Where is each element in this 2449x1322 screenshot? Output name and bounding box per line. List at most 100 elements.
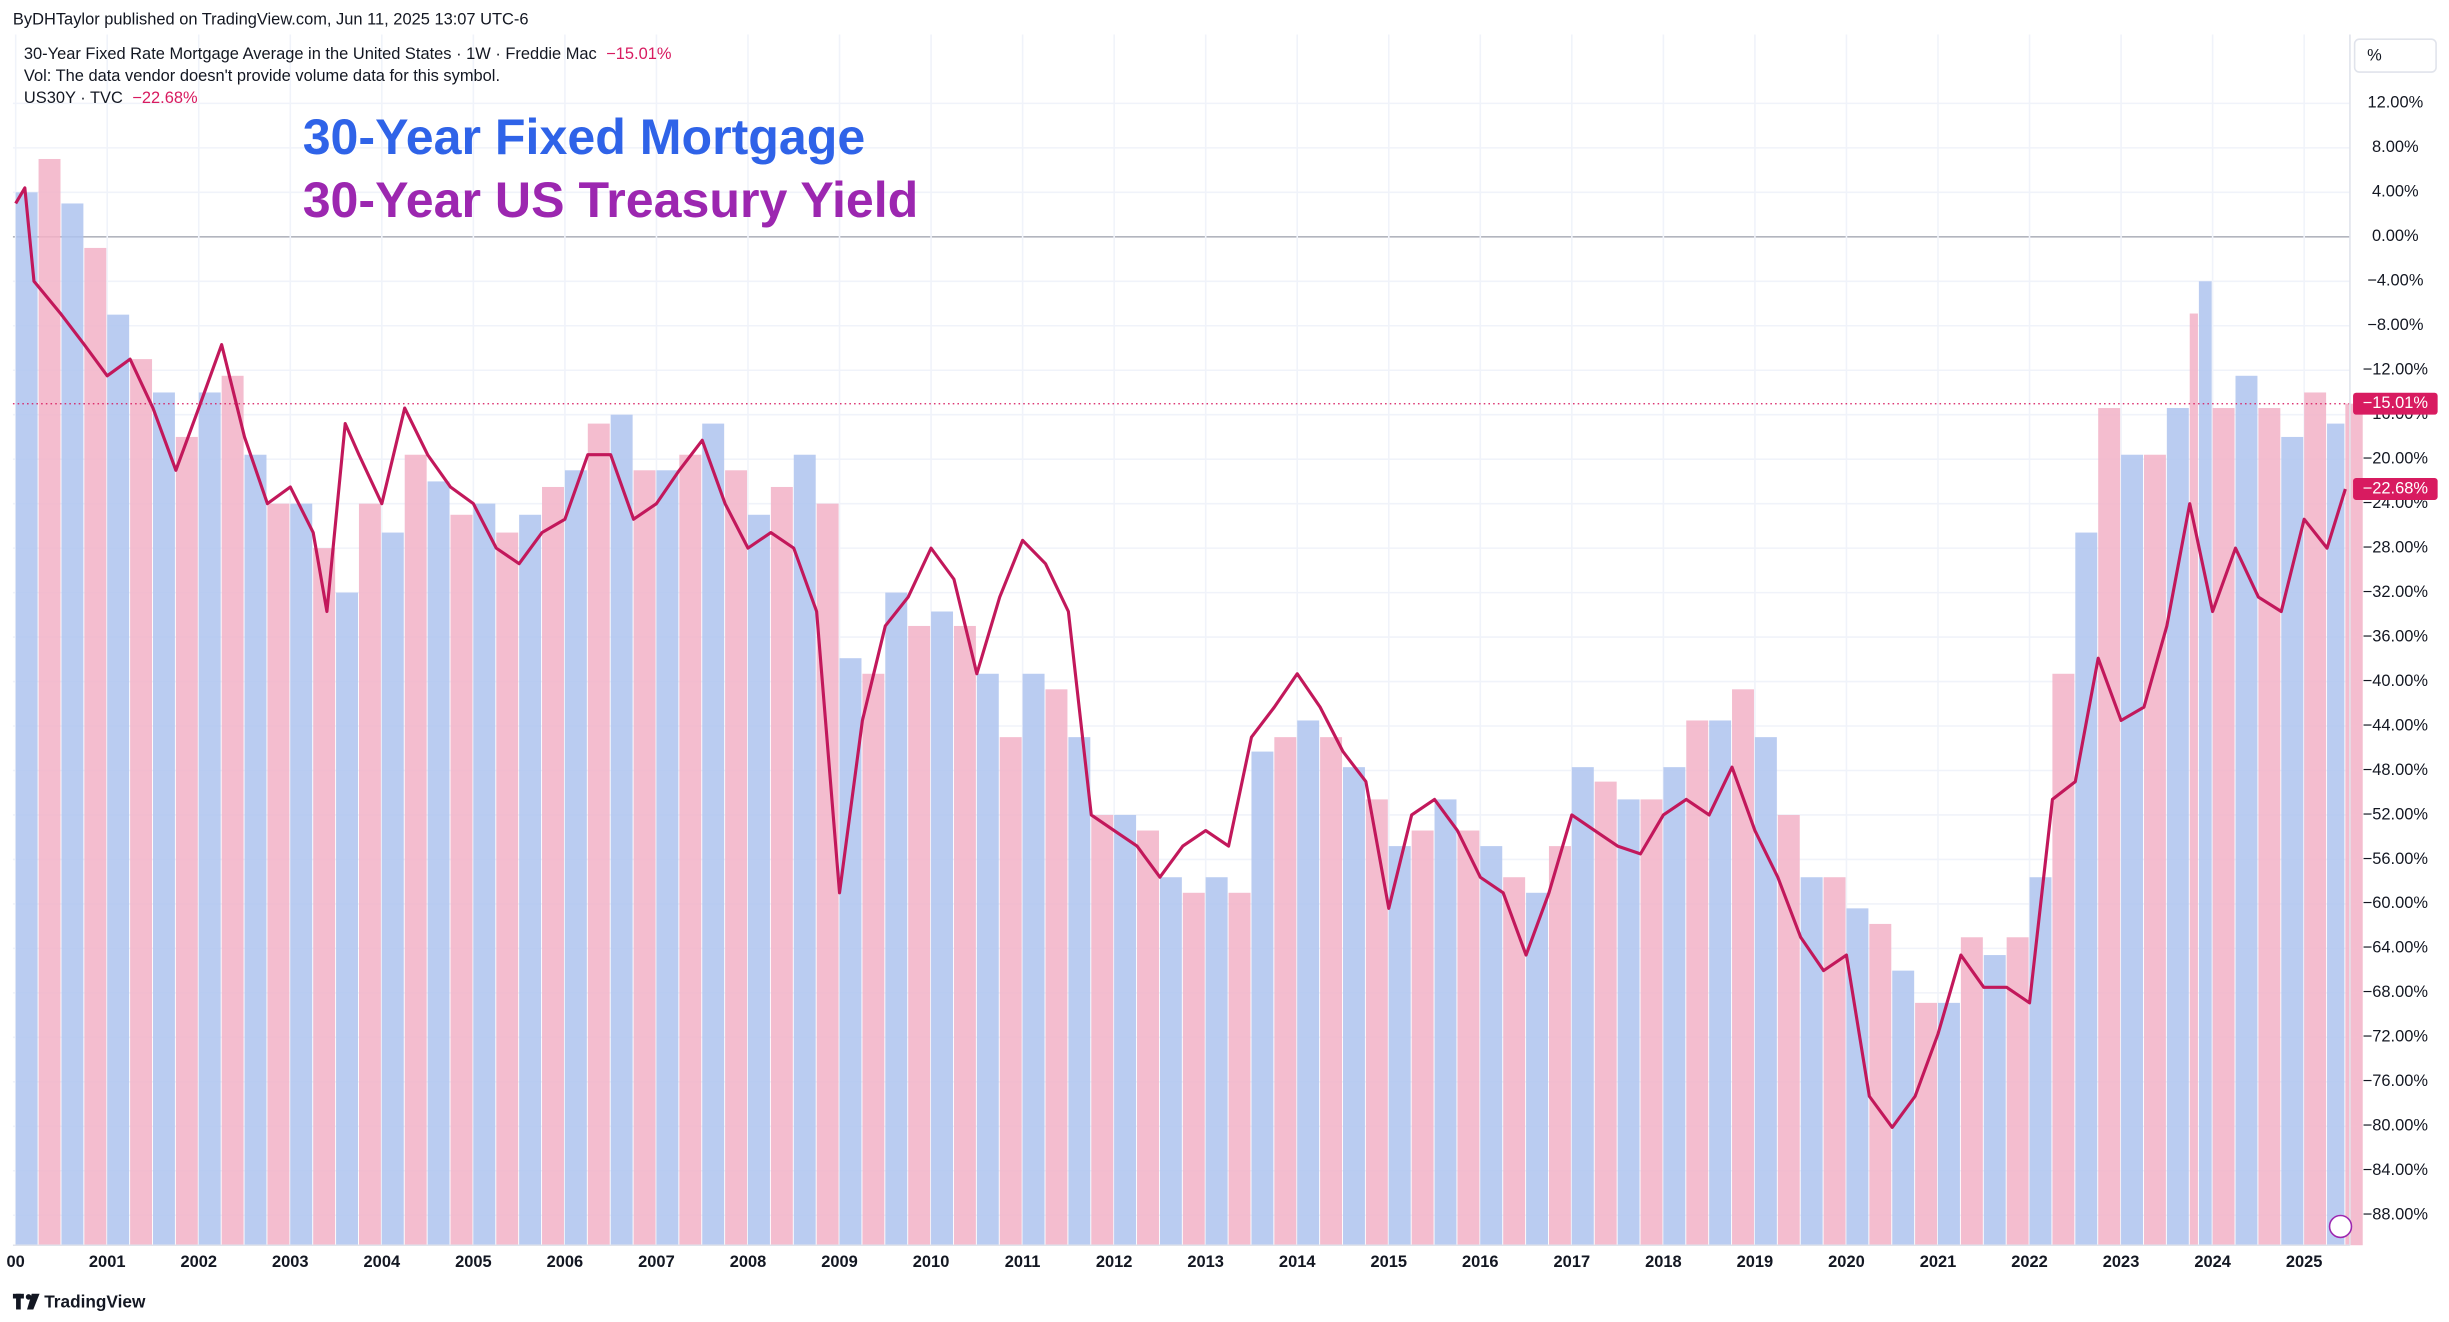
- column: [61, 203, 84, 1246]
- x-tick-label: 2017: [1554, 1253, 1591, 1271]
- column: [2235, 375, 2258, 1246]
- column: [1983, 955, 2006, 1246]
- unit-button[interactable]: [2353, 38, 2437, 73]
- column: [633, 470, 656, 1246]
- y-tick-label: −4.00%: [2367, 272, 2424, 290]
- column: [1571, 767, 1594, 1246]
- column: [747, 514, 770, 1246]
- column: [1022, 673, 1045, 1246]
- x-tick-label: 2009: [821, 1253, 858, 1271]
- column: [2281, 436, 2304, 1246]
- column: [2029, 877, 2052, 1246]
- y-tick-label: −88.00%: [2363, 1206, 2429, 1224]
- column: [587, 423, 610, 1246]
- column: [1434, 799, 1457, 1246]
- y-tick-label: 12.00%: [2367, 94, 2423, 112]
- column: [931, 611, 954, 1246]
- column: [1182, 892, 1205, 1246]
- column: [1365, 799, 1388, 1246]
- y-tick-label: −20.00%: [2363, 450, 2429, 468]
- y-tick-label: −68.00%: [2363, 983, 2429, 1001]
- flash-icon[interactable]: [2328, 1214, 2353, 1239]
- column: [679, 454, 702, 1246]
- x-tick-label: 2014: [1279, 1253, 1316, 1271]
- column: [84, 247, 107, 1246]
- column: [770, 486, 793, 1246]
- column: [1137, 830, 1159, 1246]
- y-tick-label: −64.00%: [2363, 939, 2429, 957]
- column: [793, 454, 816, 1246]
- plot-area: [12, 34, 2363, 1246]
- column: [1251, 751, 1274, 1246]
- logo: [12, 1293, 40, 1310]
- column: [1411, 830, 1434, 1246]
- column: [130, 359, 153, 1246]
- x-tick-label: 2003: [272, 1253, 309, 1271]
- column: [1159, 877, 1182, 1246]
- column: [1503, 877, 1526, 1246]
- column: [862, 673, 885, 1246]
- column: [175, 436, 198, 1246]
- column: [1480, 846, 1503, 1246]
- y-tick-label: 8.00%: [2372, 138, 2419, 156]
- column: [1709, 720, 1732, 1246]
- y-tick-label: −40.00%: [2363, 672, 2429, 690]
- x-tick-label: 2024: [2194, 1253, 2231, 1271]
- column: [2075, 532, 2098, 1246]
- column: [2258, 408, 2281, 1246]
- column: [1617, 799, 1640, 1246]
- y-tick-label: −8.00%: [2367, 316, 2424, 334]
- column: [450, 514, 473, 1246]
- y-tick-label: −60.00%: [2363, 894, 2429, 912]
- column: [358, 503, 381, 1246]
- column: [1274, 737, 1297, 1246]
- column: [885, 592, 908, 1246]
- x-tick-label: 2010: [913, 1253, 950, 1271]
- column: [1594, 781, 1617, 1246]
- legend-entry: 30-Year Fixed Rate Mortgage Average in t…: [24, 45, 597, 63]
- column: [336, 592, 359, 1246]
- column: [290, 503, 313, 1246]
- y-tick-label: −32.00%: [2363, 583, 2429, 601]
- column: [816, 503, 839, 1246]
- price-tag: [2353, 478, 2438, 500]
- column: [1388, 846, 1411, 1246]
- column: [1686, 720, 1709, 1246]
- column: [839, 658, 862, 1246]
- column: [1754, 737, 1777, 1246]
- x-tick-label: 2022: [2011, 1253, 2048, 1271]
- x-tick-label: 2008: [730, 1253, 767, 1271]
- x-tick-label: 2011: [1005, 1253, 1041, 1271]
- column: [542, 486, 564, 1246]
- column: [564, 470, 587, 1246]
- column: [2189, 313, 2198, 1246]
- column: [1091, 814, 1114, 1246]
- legend-value: −22.68%: [132, 89, 198, 107]
- column: [1800, 877, 1823, 1246]
- column: [2198, 281, 2212, 1246]
- y-tick-label: −28.00%: [2363, 538, 2429, 556]
- line: [14, 186, 2347, 1129]
- y-tick-label: −72.00%: [2363, 1028, 2429, 1046]
- column: [1205, 877, 1228, 1246]
- y-tick-label: −76.00%: [2363, 1072, 2429, 1090]
- column: [15, 192, 38, 1246]
- x-tick-label: 2016: [1462, 1253, 1499, 1271]
- x-tick-label: 2012: [1096, 1253, 1133, 1271]
- column: [1777, 814, 1800, 1246]
- column: [2006, 937, 2029, 1246]
- column: [1869, 923, 1892, 1246]
- column: [244, 454, 267, 1246]
- column: [198, 392, 221, 1246]
- y-tick-label: −48.00%: [2363, 761, 2429, 779]
- x-tick-label: 2001: [89, 1253, 126, 1271]
- published: ByDHTaylor published on TradingView.com,…: [13, 11, 529, 29]
- column: [2166, 408, 2189, 1246]
- y-tick-label: −44.00%: [2363, 716, 2429, 734]
- column: [2098, 408, 2121, 1246]
- x-tick-label: 2002: [180, 1253, 217, 1271]
- y-tick-label: −52.00%: [2363, 805, 2429, 823]
- column: [496, 532, 519, 1246]
- x-tick-label: 2007: [638, 1253, 675, 1271]
